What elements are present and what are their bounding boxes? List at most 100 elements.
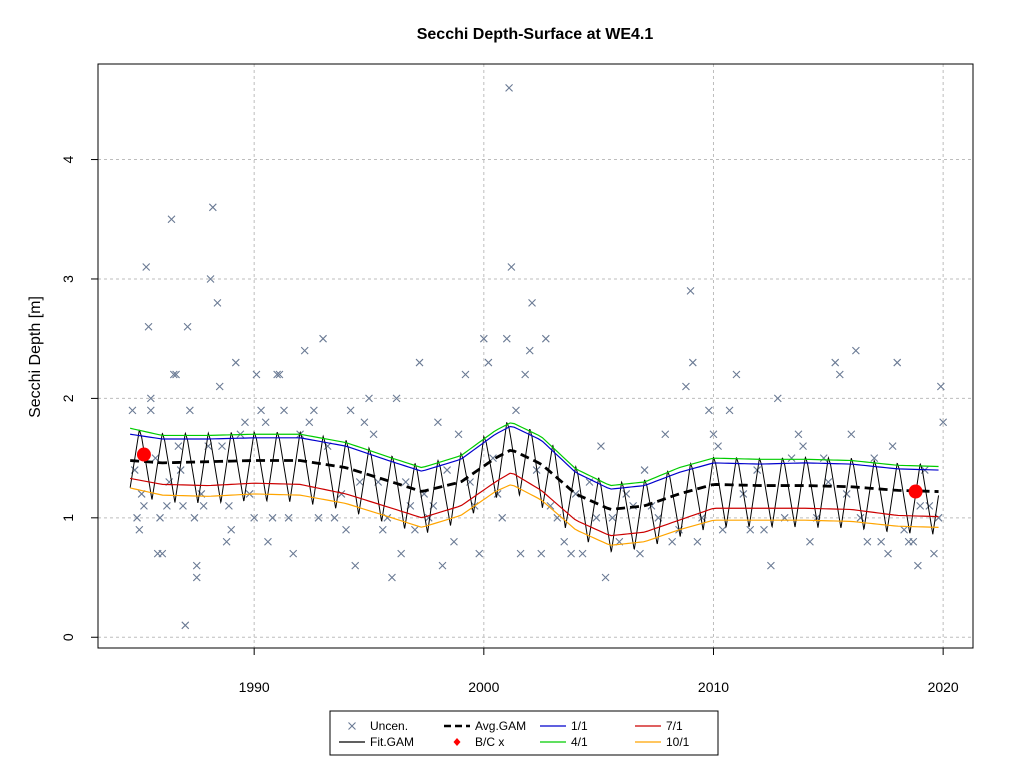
- uncen-point: [454, 430, 463, 439]
- uncen-point: [146, 394, 155, 403]
- bc-points: [136, 447, 923, 499]
- uncen-point: [369, 430, 378, 439]
- fit-gam-line: [129, 421, 940, 553]
- uncen-point: [498, 513, 507, 522]
- avg-gam-line: [130, 448, 939, 511]
- curve-7-1: [130, 472, 939, 537]
- uncen-point: [688, 358, 697, 367]
- uncen-point: [870, 454, 879, 462]
- uncen-point: [622, 490, 631, 498]
- uncen-point: [172, 370, 180, 379]
- uncen-point: [502, 334, 511, 343]
- uncen-point: [601, 573, 610, 582]
- uncen-point: [314, 513, 323, 522]
- uncen-point: [365, 394, 373, 403]
- uncen-point: [140, 501, 148, 510]
- y-axis: 0 1 2 3 4: [60, 155, 98, 641]
- uncen-point: [578, 549, 587, 558]
- legend-label: 1/1: [571, 719, 588, 733]
- uncen-point: [179, 501, 187, 510]
- uncen-point: [275, 370, 284, 379]
- uncen-point: [537, 549, 546, 558]
- uncen-point: [169, 370, 178, 379]
- uncen-point: [484, 358, 493, 367]
- uncen-point: [215, 382, 224, 391]
- legend: Uncen. Fit.GAM Avg.GAM B/C x 1/1 4/1 7/1 10/1: [329, 710, 719, 756]
- uncen-point: [450, 537, 458, 546]
- uncen-point: [525, 346, 534, 355]
- uncen-point: [213, 298, 222, 307]
- uncen-point: [806, 537, 814, 546]
- uncen-point: [505, 83, 513, 92]
- uncen-point: [250, 513, 259, 522]
- uncen-point: [794, 430, 803, 439]
- y-tick-label: 1: [60, 514, 76, 522]
- uncen-point: [392, 394, 401, 403]
- uncen-point: [507, 263, 516, 271]
- uncen-point: [560, 537, 569, 546]
- uncen-point: [309, 406, 318, 415]
- uncen-point: [686, 287, 695, 295]
- uncen-points: [128, 83, 948, 630]
- uncen-point: [434, 418, 442, 427]
- uncen-point: [767, 561, 775, 570]
- uncen-point: [231, 358, 240, 367]
- uncen-point: [261, 418, 270, 427]
- curve-4-1: [130, 422, 939, 487]
- uncen-point: [181, 621, 190, 630]
- uncen-point: [709, 430, 718, 439]
- uncen-point: [183, 322, 192, 331]
- x-tick-label: 2020: [928, 679, 959, 695]
- legend-label: 4/1: [571, 735, 588, 749]
- uncen-point: [142, 263, 151, 271]
- uncen-point: [192, 561, 201, 570]
- x-tick-label: 2000: [468, 679, 499, 695]
- uncen-point: [225, 501, 233, 510]
- uncen-point: [257, 406, 265, 415]
- uncen-point: [128, 406, 137, 415]
- uncen-point: [521, 370, 530, 379]
- uncen-point: [753, 466, 762, 474]
- uncen-point: [939, 418, 948, 427]
- uncen-point: [158, 549, 167, 558]
- uncen-point: [163, 501, 171, 510]
- uncen-point: [319, 334, 327, 343]
- uncen-point: [133, 513, 141, 522]
- uncen-point: [732, 370, 741, 379]
- uncen-point: [273, 370, 282, 379]
- legend-label: Uncen.: [370, 719, 408, 733]
- uncen-point: [415, 358, 424, 367]
- uncen-point: [397, 549, 406, 558]
- plot-frame: [97, 63, 974, 649]
- uncen-point: [668, 537, 677, 546]
- uncen-point: [190, 513, 199, 522]
- uncen-point: [206, 275, 215, 283]
- uncen-point: [718, 525, 727, 534]
- y-axis-label: Secchi Depth [m]: [27, 296, 44, 418]
- uncen-point: [746, 525, 755, 534]
- uncen-point: [528, 298, 536, 307]
- uncen-point: [835, 370, 844, 379]
- fit-gam-path: [129, 421, 940, 553]
- uncen-point: [135, 525, 144, 534]
- uncen-point: [787, 454, 796, 462]
- uncen-point: [909, 537, 918, 546]
- uncen-point: [842, 490, 851, 498]
- y-tick-label: 0: [60, 633, 76, 641]
- uncen-point: [597, 442, 605, 451]
- uncen-point: [546, 501, 555, 510]
- uncen-point: [337, 490, 346, 498]
- uncen-point: [877, 537, 886, 546]
- uncen-point: [847, 430, 856, 439]
- uncen-point: [346, 406, 355, 415]
- uncen-point: [300, 346, 309, 355]
- uncen-point: [401, 478, 410, 486]
- uncen-point: [819, 454, 828, 462]
- uncen-point: [174, 442, 183, 451]
- uncen-point: [388, 573, 396, 582]
- uncen-point: [824, 478, 833, 486]
- uncen-point: [241, 418, 249, 427]
- y-tick-label: 2: [60, 394, 76, 402]
- uncen-point: [330, 513, 339, 522]
- uncen-point: [264, 537, 272, 546]
